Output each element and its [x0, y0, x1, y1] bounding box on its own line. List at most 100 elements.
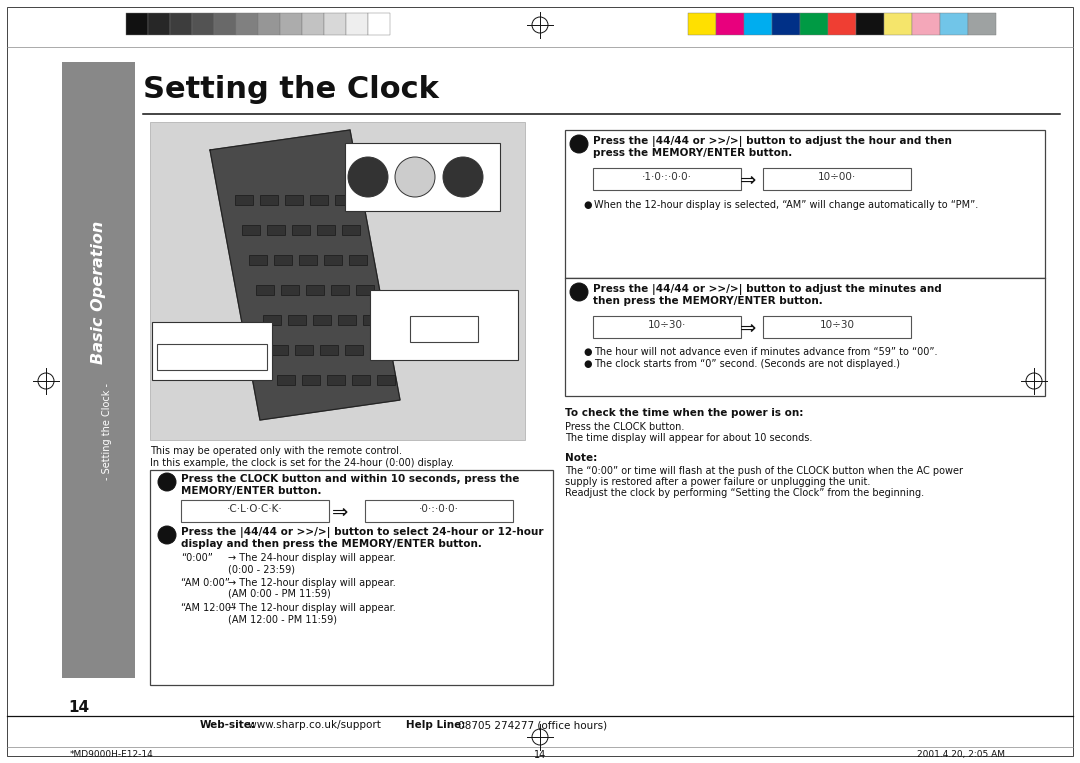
Bar — [800, 13, 828, 35]
Text: CLOCK: CLOCK — [160, 330, 198, 340]
Bar — [716, 13, 744, 35]
Bar — [320, 345, 338, 355]
Text: (AM 12:00 - PM 11:59): (AM 12:00 - PM 11:59) — [228, 614, 337, 624]
Text: supply is restored after a power failure or unplugging the unit.: supply is restored after a power failure… — [565, 477, 870, 487]
Bar — [565, 278, 1045, 396]
Text: Web-site:: Web-site: — [200, 720, 256, 730]
Text: 2001.4.20, 2:05 AM: 2001.4.20, 2:05 AM — [917, 750, 1005, 759]
Bar — [744, 13, 772, 35]
Text: In this example, the clock is set for the 24-hour (0:00) display.: In this example, the clock is set for th… — [150, 458, 454, 468]
Bar — [302, 13, 324, 35]
Bar — [152, 322, 272, 380]
Bar — [292, 225, 310, 235]
Text: 4: 4 — [576, 286, 582, 296]
Text: www.sharp.co.uk/support: www.sharp.co.uk/support — [245, 720, 381, 730]
Bar — [410, 316, 478, 342]
Text: Basic Operation: Basic Operation — [91, 221, 106, 364]
Bar — [260, 195, 278, 205]
Text: To check the time when the power is on:: To check the time when the power is on: — [565, 408, 804, 418]
Bar — [267, 225, 285, 235]
Bar — [345, 143, 500, 211]
Text: then press the MEMORY/ENTER button.: then press the MEMORY/ENTER button. — [593, 296, 823, 306]
Bar — [258, 13, 280, 35]
Bar — [306, 285, 324, 295]
Bar — [762, 168, 912, 190]
Bar — [365, 500, 513, 522]
Circle shape — [395, 157, 435, 197]
Text: “AM 12:00”: “AM 12:00” — [181, 603, 237, 613]
Bar — [280, 13, 302, 35]
Text: 10÷30·: 10÷30· — [648, 320, 686, 330]
Bar — [349, 255, 367, 265]
Text: ·1·0·:·0·0·: ·1·0·:·0·0· — [642, 172, 692, 182]
Bar — [281, 285, 299, 295]
Text: The “0:00” or time will flash at the push of the CLOCK button when the AC power: The “0:00” or time will flash at the pus… — [565, 466, 963, 476]
Bar — [126, 13, 148, 35]
Text: Press the CLOCK button and within 10 seconds, press the: Press the CLOCK button and within 10 sec… — [181, 474, 519, 484]
Bar — [249, 255, 267, 265]
Text: *MD9000H-E12-14: *MD9000H-E12-14 — [70, 750, 153, 759]
Bar — [342, 225, 360, 235]
Text: 3: 3 — [576, 138, 582, 148]
Text: 08705 274277 (office hours): 08705 274277 (office hours) — [455, 720, 607, 730]
Text: → The 12-hour display will appear.: → The 12-hour display will appear. — [228, 578, 395, 588]
Bar — [940, 13, 968, 35]
Bar — [330, 285, 349, 295]
Text: ·C·L·O·C·K·: ·C·L·O·C·K· — [227, 504, 283, 514]
Bar — [62, 62, 135, 678]
Text: 14: 14 — [534, 750, 546, 760]
Text: When the 12-hour display is selected, “AM” will change automatically to “PM”.: When the 12-hour display is selected, “A… — [594, 200, 978, 210]
Bar — [346, 13, 368, 35]
Text: Press the |44/44 or >>/>| button to adjust the minutes and: Press the |44/44 or >>/>| button to adju… — [593, 284, 942, 295]
Bar — [274, 255, 292, 265]
Bar — [285, 195, 303, 205]
Bar — [318, 225, 335, 235]
Bar — [276, 375, 295, 385]
Bar — [370, 290, 518, 360]
Bar — [148, 13, 170, 35]
Bar — [214, 13, 237, 35]
Bar — [313, 315, 330, 325]
Text: Press the CLOCK button.: Press the CLOCK button. — [565, 422, 685, 432]
Bar — [688, 13, 716, 35]
Text: MEMORY/ENTER button.: MEMORY/ENTER button. — [181, 486, 322, 496]
Text: «  O     O  »: « O O » — [357, 163, 428, 176]
Bar — [256, 285, 274, 295]
Text: → The 24-hour display will appear.: → The 24-hour display will appear. — [228, 553, 395, 563]
Circle shape — [570, 283, 588, 301]
Bar — [762, 316, 912, 338]
Text: - Setting the Clock -: - Setting the Clock - — [102, 384, 112, 481]
Bar — [299, 255, 318, 265]
Bar — [324, 255, 342, 265]
Bar — [242, 225, 260, 235]
Circle shape — [570, 135, 588, 153]
Bar — [856, 13, 885, 35]
Bar — [181, 500, 329, 522]
Text: 2: 2 — [164, 529, 171, 539]
Text: → The 12-hour display will appear.: → The 12-hour display will appear. — [228, 603, 395, 613]
Bar — [593, 168, 741, 190]
Bar — [270, 345, 288, 355]
Text: Setting the Clock: Setting the Clock — [143, 75, 438, 104]
Bar — [310, 195, 328, 205]
Text: The clock starts from “0” second. (Seconds are not displayed.): The clock starts from “0” second. (Secon… — [594, 359, 900, 369]
Text: ⇒: ⇒ — [332, 503, 348, 522]
Text: MEMORY / ENTER: MEMORY / ENTER — [375, 298, 453, 307]
Bar — [885, 13, 912, 35]
Bar — [368, 13, 390, 35]
Text: 14: 14 — [68, 700, 90, 715]
Circle shape — [158, 526, 176, 544]
Bar — [912, 13, 940, 35]
Bar — [370, 345, 388, 355]
Text: 10÷00·: 10÷00· — [818, 172, 856, 182]
Text: 10÷30: 10÷30 — [820, 320, 854, 330]
Bar — [192, 13, 214, 35]
Text: ⇒: ⇒ — [740, 319, 756, 338]
Bar — [593, 316, 741, 338]
Bar — [295, 345, 313, 355]
Text: 1: 1 — [164, 476, 170, 486]
Text: (AM 0:00 - PM 11:59): (AM 0:00 - PM 11:59) — [228, 589, 330, 599]
Text: Note:: Note: — [565, 453, 597, 463]
Text: This may be operated only with the remote control.: This may be operated only with the remot… — [150, 446, 402, 456]
Bar — [352, 375, 370, 385]
